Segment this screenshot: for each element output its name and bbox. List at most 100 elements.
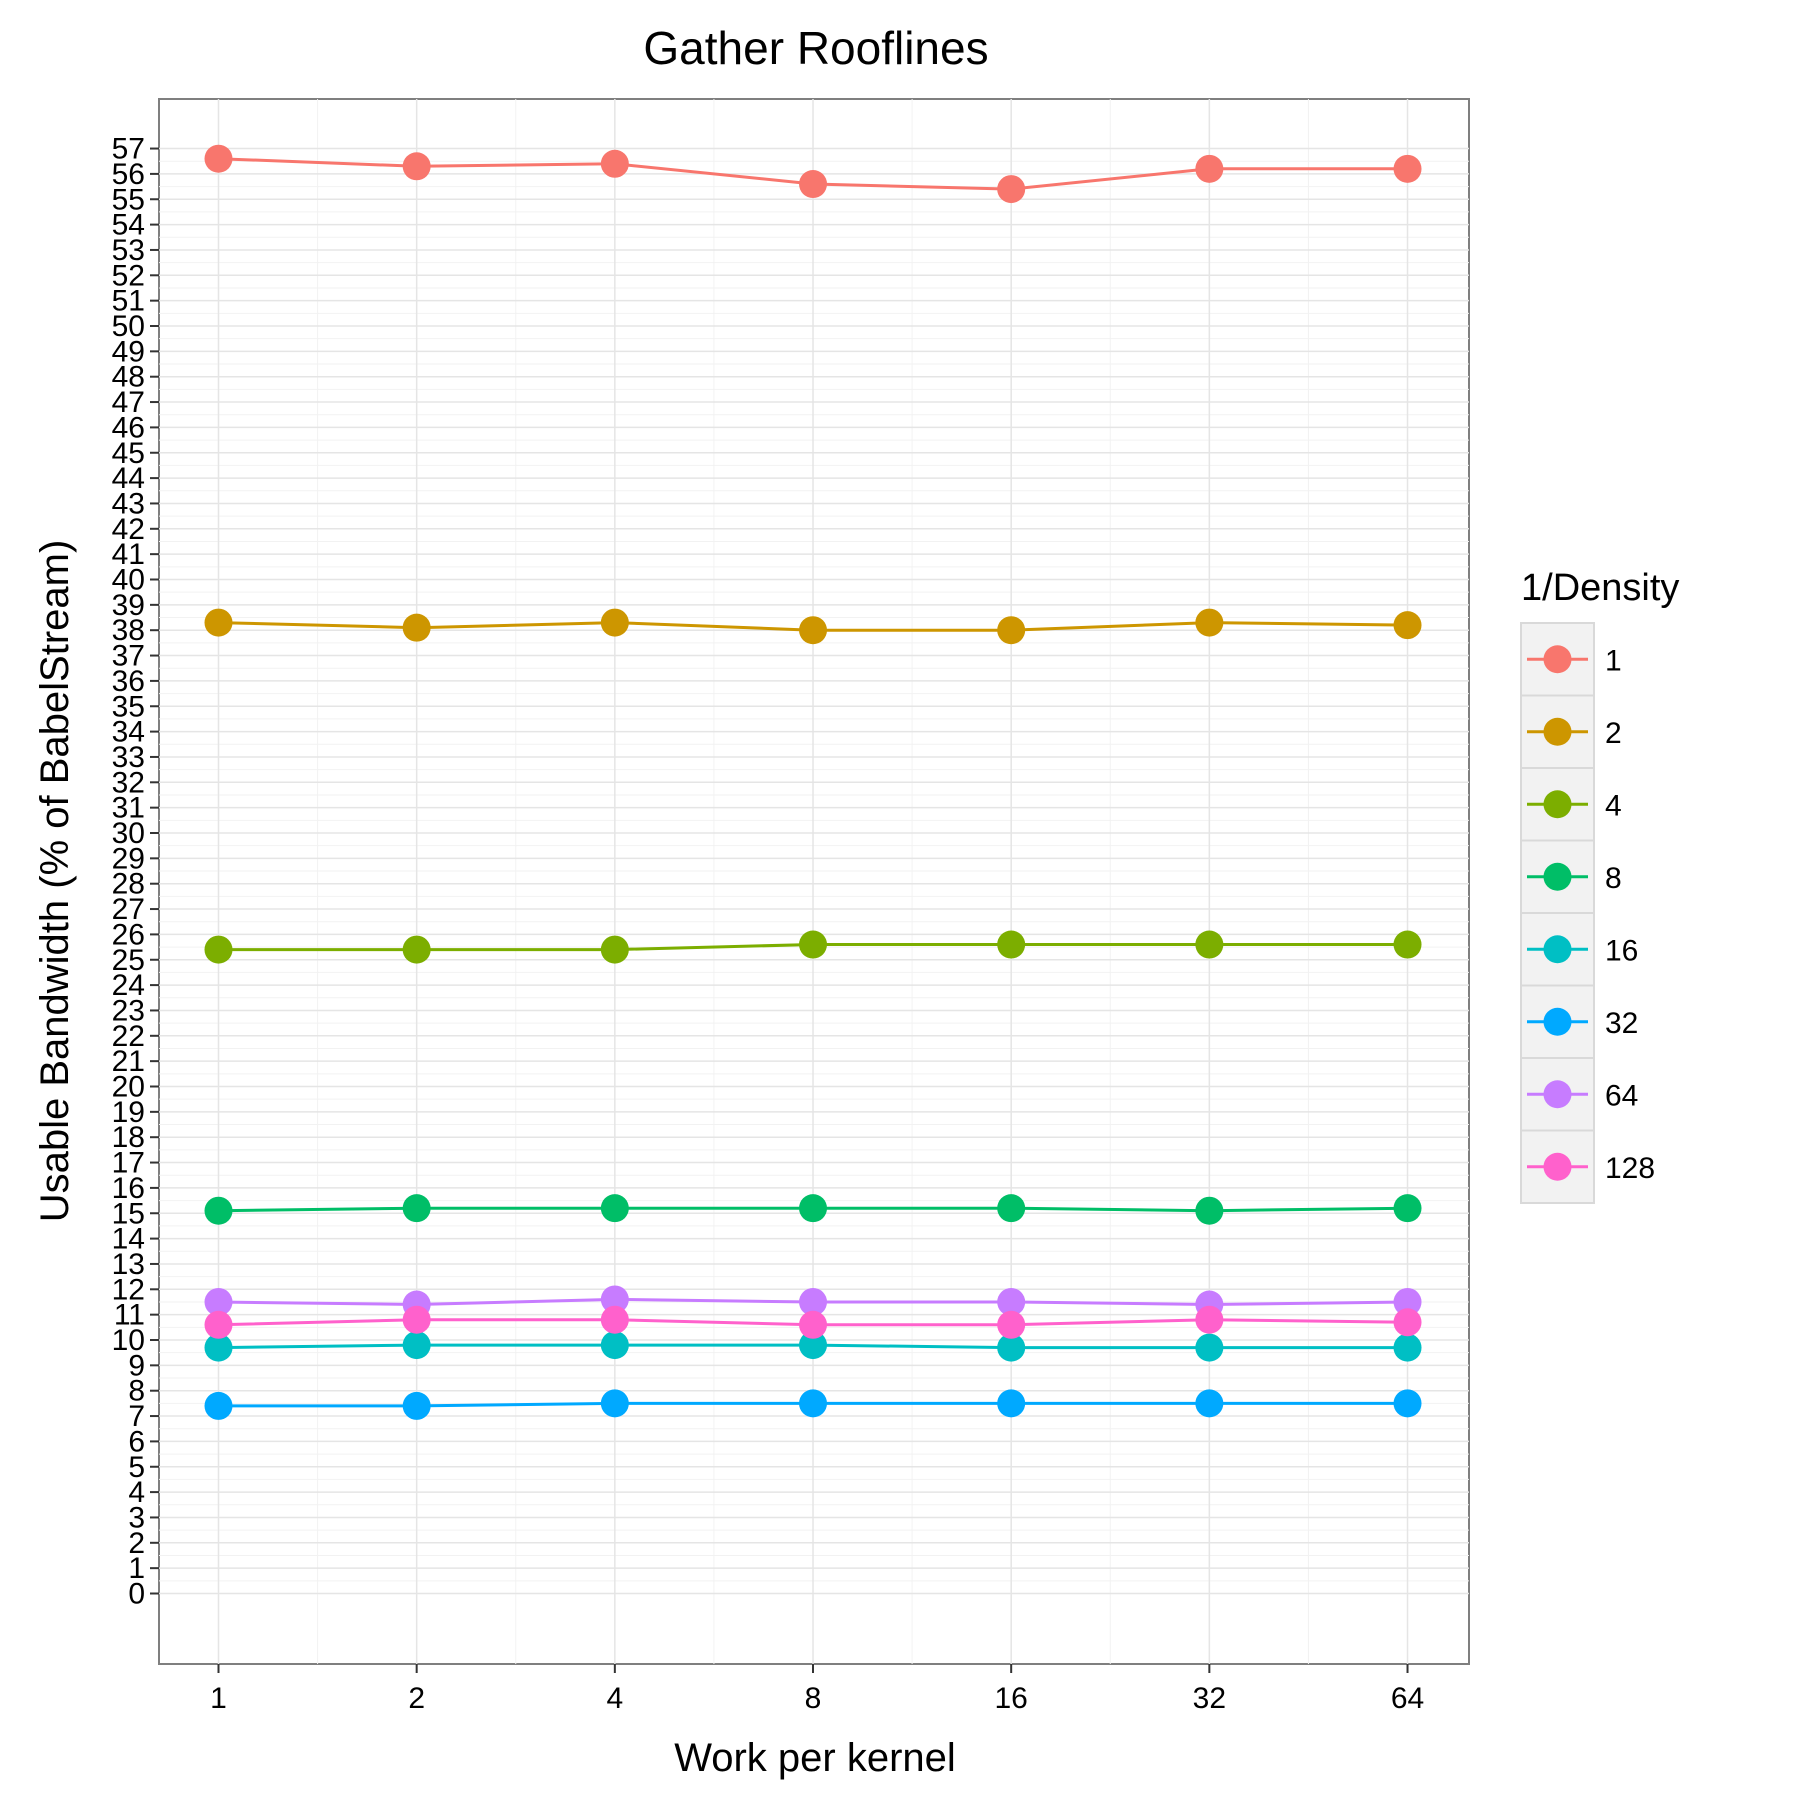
data-point xyxy=(997,1194,1026,1223)
data-point xyxy=(1393,154,1422,183)
y-tick-label: 18 xyxy=(112,1121,145,1154)
y-tick-label: 49 xyxy=(112,335,145,368)
y-tick-label: 13 xyxy=(112,1248,145,1281)
y-tick-label: 56 xyxy=(112,158,145,191)
legend-key-point xyxy=(1543,717,1572,746)
y-tick-label: 9 xyxy=(128,1349,145,1382)
legend-key-point xyxy=(1543,645,1572,674)
x-tick-label: 32 xyxy=(1193,1682,1226,1715)
data-point xyxy=(997,1310,1026,1339)
y-tick-label: 33 xyxy=(112,741,145,774)
y-tick-label: 36 xyxy=(112,665,145,698)
data-point xyxy=(1195,1389,1224,1418)
data-point xyxy=(1195,608,1224,637)
y-tick-label: 32 xyxy=(112,766,145,799)
data-point xyxy=(204,935,233,964)
y-tick-label: 5 xyxy=(128,1451,145,1484)
data-point xyxy=(997,175,1026,204)
y-tick-label: 7 xyxy=(128,1400,145,1433)
data-point xyxy=(600,1305,629,1334)
y-axis: 0123456789101112131415161718192021222324… xyxy=(112,133,159,1611)
legend-item-16: 16 xyxy=(1520,912,1638,987)
y-tick-label: 10 xyxy=(112,1324,145,1357)
x-tick-label: 1 xyxy=(210,1682,227,1715)
legend-item-64: 64 xyxy=(1520,1057,1638,1132)
y-tick-label: 21 xyxy=(112,1045,145,1078)
data-point xyxy=(799,1331,828,1360)
legend-key-point xyxy=(1543,790,1572,819)
y-tick-label: 57 xyxy=(112,133,145,166)
data-point xyxy=(204,1196,233,1225)
y-tick-label: 20 xyxy=(112,1071,145,1104)
data-point xyxy=(402,1194,431,1223)
data-point xyxy=(997,1287,1026,1316)
y-tick-label: 12 xyxy=(112,1273,145,1306)
y-tick-label: 8 xyxy=(128,1375,145,1408)
data-point xyxy=(997,1333,1026,1362)
data-point xyxy=(997,930,1026,959)
legend-item-128: 128 xyxy=(1520,1129,1655,1204)
data-point xyxy=(1393,611,1422,640)
y-tick-label: 39 xyxy=(112,589,145,622)
data-point xyxy=(1393,1333,1422,1362)
minor-gridlines xyxy=(159,99,1469,1664)
y-tick-label: 17 xyxy=(112,1147,145,1180)
data-point xyxy=(1393,1194,1422,1223)
y-tick-label: 4 xyxy=(128,1476,145,1509)
data-point xyxy=(204,1287,233,1316)
data-point xyxy=(600,935,629,964)
data-point xyxy=(402,935,431,964)
x-axis-title: Work per kernel xyxy=(674,1736,956,1780)
y-tick-label: 46 xyxy=(112,411,145,444)
y-tick-label: 0 xyxy=(128,1578,145,1611)
y-tick-label: 37 xyxy=(112,640,145,673)
y-tick-label: 2 xyxy=(128,1527,145,1560)
y-tick-label: 38 xyxy=(112,614,145,647)
data-point xyxy=(799,616,828,645)
series-16 xyxy=(204,1331,1422,1362)
data-point xyxy=(600,1389,629,1418)
data-point xyxy=(1393,1308,1422,1337)
data-point xyxy=(402,1305,431,1334)
x-axis: 1 2 4 8 16 32 64 xyxy=(210,1664,1424,1715)
legend-label: 4 xyxy=(1605,789,1622,822)
legend-label: 8 xyxy=(1605,862,1622,895)
legend-key-point xyxy=(1543,1007,1572,1036)
data-point xyxy=(997,616,1026,645)
data-point xyxy=(799,1310,828,1339)
series-4 xyxy=(204,930,1422,964)
y-tick-label: 16 xyxy=(112,1172,145,1205)
legend-item-1: 1 xyxy=(1520,622,1622,697)
y-tick-label: 52 xyxy=(112,259,145,292)
legend-label: 16 xyxy=(1605,934,1638,967)
y-tick-label: 26 xyxy=(112,918,145,951)
data-point xyxy=(1393,1287,1422,1316)
data-point xyxy=(799,1287,828,1316)
y-tick-label: 14 xyxy=(112,1223,145,1256)
data-point xyxy=(997,1389,1026,1418)
data-point xyxy=(204,1333,233,1362)
y-tick-label: 31 xyxy=(112,792,145,825)
y-tick-label: 41 xyxy=(112,538,145,571)
y-tick-label: 15 xyxy=(112,1197,145,1230)
y-tick-label: 35 xyxy=(112,690,145,723)
data-point xyxy=(204,1310,233,1339)
y-tick-label: 24 xyxy=(112,969,145,1002)
data-point xyxy=(799,1389,828,1418)
y-tick-label: 34 xyxy=(112,716,145,749)
data-point xyxy=(600,608,629,637)
data-point xyxy=(1195,154,1224,183)
data-point xyxy=(600,1285,629,1314)
series-32 xyxy=(204,1389,1422,1420)
y-axis-title: Usable Bandwidth (% of BabelStream) xyxy=(33,540,77,1223)
legend-key-point xyxy=(1543,862,1572,891)
legend-item-2: 2 xyxy=(1520,694,1622,769)
data-point xyxy=(1195,1305,1224,1334)
y-tick-label: 44 xyxy=(112,462,145,495)
legend-label: 128 xyxy=(1605,1152,1655,1185)
legend-key-point xyxy=(1543,1152,1572,1181)
data-point xyxy=(402,613,431,642)
legend: 1/Density 1 2 4 8 16 32 64 128 xyxy=(1520,567,1679,1204)
data-point xyxy=(1195,930,1224,959)
